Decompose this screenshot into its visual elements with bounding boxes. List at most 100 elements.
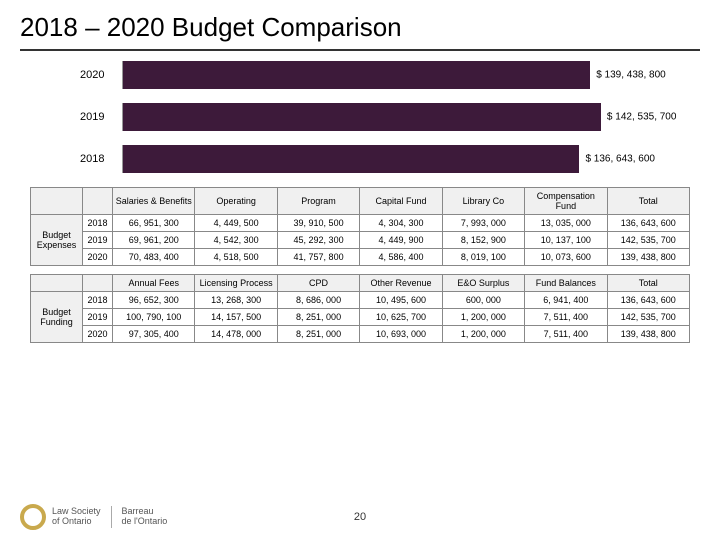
funding-table: Annual FeesLicensing ProcessCPDOther Rev… [30,274,690,343]
table-cell: 39, 910, 500 [277,215,359,232]
table-year-cell: 2018 [83,215,113,232]
table-cell: 6, 941, 400 [525,292,607,309]
table-corner [83,188,113,215]
table-column-header: Total [607,188,689,215]
bar-year-label: 2020 [80,69,122,81]
table-cell: 69, 961, 200 [113,232,195,249]
table-cell: 13, 035, 000 [525,215,607,232]
table-cell: 10, 495, 600 [360,292,442,309]
table-column-header: Annual Fees [113,275,195,292]
table-row: 2019100, 790, 10014, 157, 5008, 251, 000… [31,309,690,326]
bar-row: 2020$ 139, 438, 800 [80,61,660,89]
table-column-header: Other Revenue [360,275,442,292]
table-cell: 1, 200, 000 [442,309,524,326]
title-underline [20,49,700,51]
table-cell: 10, 625, 700 [360,309,442,326]
table-cell: 4, 449, 900 [360,232,442,249]
logo-text-fr: Barreau de l'Ontario [122,507,168,527]
bar-row: 2019$ 142, 535, 700 [80,103,660,131]
table-year-cell: 2019 [83,309,113,326]
table-cell: 1, 200, 000 [442,326,524,343]
table-group-label: Budget Funding [31,292,83,343]
table-cell: 14, 157, 500 [195,309,277,326]
table-cell: 13, 268, 300 [195,292,277,309]
table-cell: 8, 686, 000 [277,292,359,309]
bar-value-label: $ 139, 438, 800 [596,70,666,81]
bar-track: $ 142, 535, 700 [122,103,660,131]
table-cell: 142, 535, 700 [607,309,689,326]
bar-year-label: 2018 [80,153,122,165]
bar-fill: $ 142, 535, 700 [123,103,601,131]
table-cell: 14, 478, 000 [195,326,277,343]
table-cell: 4, 586, 400 [360,249,442,266]
table-cell: 4, 518, 500 [195,249,277,266]
table-column-header: E&O Surplus [442,275,524,292]
table-cell: 10, 693, 000 [360,326,442,343]
table-cell: 7, 511, 400 [525,326,607,343]
table-column-header: Library Co [442,188,524,215]
bar-value-label: $ 142, 535, 700 [607,112,677,123]
logo-ring-icon [20,504,46,530]
page-number: 20 [354,511,366,523]
table-cell: 7, 511, 400 [525,309,607,326]
table-corner [31,275,83,292]
table-year-cell: 2018 [83,292,113,309]
table-year-cell: 2019 [83,232,113,249]
slide-footer: Law Society of Ontario Barreau de l'Onta… [20,504,700,530]
table-cell: 10, 073, 600 [525,249,607,266]
table-row: 202097, 305, 40014, 478, 0008, 251, 0001… [31,326,690,343]
table-cell: 70, 483, 400 [113,249,195,266]
budget-bar-chart: 2020$ 139, 438, 8002019$ 142, 535, 70020… [80,61,660,173]
bar-track: $ 139, 438, 800 [122,61,660,89]
bar-row: 2018$ 136, 643, 600 [80,145,660,173]
table-column-header: Capital Fund [360,188,442,215]
table-corner [83,275,113,292]
logo-text-en: Law Society of Ontario [52,507,101,527]
table-cell: 66, 951, 300 [113,215,195,232]
table-column-header: Licensing Process [195,275,277,292]
table-cell: 142, 535, 700 [607,232,689,249]
bar-year-label: 2019 [80,111,122,123]
table-cell: 4, 304, 300 [360,215,442,232]
table-column-header: Total [607,275,689,292]
law-society-logo: Law Society of Ontario Barreau de l'Onta… [20,504,167,530]
logo-divider [111,506,112,528]
expenses-table: Salaries & BenefitsOperatingProgramCapit… [30,187,690,266]
table-year-cell: 2020 [83,249,113,266]
table-cell: 8, 251, 000 [277,326,359,343]
table-column-header: CPD [277,275,359,292]
table-row: Budget Expenses201866, 951, 3004, 449, 5… [31,215,690,232]
table-column-header: Operating [195,188,277,215]
table-group-label: Budget Expenses [31,215,83,266]
table-row: 201969, 961, 2004, 542, 30045, 292, 3004… [31,232,690,249]
slide-title: 2018 – 2020 Budget Comparison [0,0,720,49]
table-row: 202070, 483, 4004, 518, 50041, 757, 8004… [31,249,690,266]
table-cell: 8, 152, 900 [442,232,524,249]
table-cell: 139, 438, 800 [607,249,689,266]
table-cell: 136, 643, 600 [607,292,689,309]
table-cell: 600, 000 [442,292,524,309]
table-column-header: Program [277,188,359,215]
table-cell: 139, 438, 800 [607,326,689,343]
table-cell: 10, 137, 100 [525,232,607,249]
bar-value-label: $ 136, 643, 600 [585,154,655,165]
bar-track: $ 136, 643, 600 [122,145,660,173]
table-column-header: Fund Balances [525,275,607,292]
table-cell: 4, 449, 500 [195,215,277,232]
table-cell: 41, 757, 800 [277,249,359,266]
table-cell: 8, 019, 100 [442,249,524,266]
table-row: Budget Funding201896, 652, 30013, 268, 3… [31,292,690,309]
bar-fill: $ 136, 643, 600 [123,145,579,173]
table-cell: 136, 643, 600 [607,215,689,232]
table-cell: 7, 993, 000 [442,215,524,232]
table-column-header: Salaries & Benefits [113,188,195,215]
table-corner [31,188,83,215]
tables-container: Salaries & BenefitsOperatingProgramCapit… [30,187,690,343]
table-cell: 45, 292, 300 [277,232,359,249]
table-cell: 96, 652, 300 [113,292,195,309]
table-column-header: Compensation Fund [525,188,607,215]
table-cell: 97, 305, 400 [113,326,195,343]
table-cell: 4, 542, 300 [195,232,277,249]
bar-fill: $ 139, 438, 800 [123,61,590,89]
table-cell: 100, 790, 100 [113,309,195,326]
